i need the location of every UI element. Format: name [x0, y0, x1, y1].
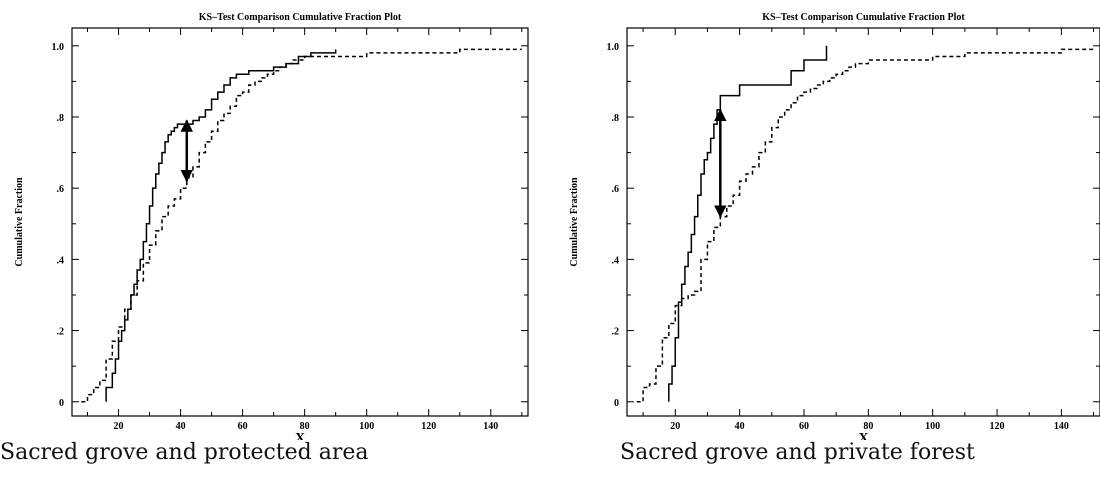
x-tick-label: 60 [238, 421, 248, 432]
plot-frame [71, 27, 529, 417]
x-tick-label: 20 [670, 421, 680, 432]
x-axis-label: X [858, 431, 868, 440]
ks-plot-right: KS–Test Comparison Cumulative Fraction P… [569, 12, 1100, 440]
x-tick-label: 80 [300, 421, 310, 432]
x-tick-label: 80 [863, 421, 873, 432]
y-tick-label: .8 [57, 113, 65, 124]
y-tick-label: .2 [612, 327, 620, 338]
y-axis-label: Cumulative Fraction [569, 177, 580, 267]
series-dashed-line [81, 48, 522, 403]
x-tick-label: 40 [735, 421, 745, 432]
x-tick-label: 60 [799, 421, 809, 432]
chart-title: KS–Test Comparison Cumulative Fraction P… [762, 12, 965, 23]
x-tick-label: 100 [359, 421, 374, 432]
series-solid-line [105, 49, 337, 402]
series-solid-line [668, 45, 828, 402]
x-tick-label: 20 [114, 421, 124, 432]
x-axis-label: X [295, 431, 305, 440]
x-tick-label: 100 [925, 421, 940, 432]
x-tick-label: 40 [176, 421, 186, 432]
caption-right: Sacred grove and private forest [620, 440, 975, 465]
y-tick-label: 1.0 [52, 42, 65, 53]
y-tick-label: .2 [57, 327, 65, 338]
y-tick-label: 0 [614, 398, 619, 409]
x-tick-label: 140 [1054, 421, 1069, 432]
plot-frame [626, 27, 1100, 417]
chart-panel-right: KS–Test Comparison Cumulative Fraction P… [555, 0, 1100, 498]
ks-plot-left: KS–Test Comparison Cumulative Fraction P… [14, 12, 529, 440]
series-dashed-line [636, 48, 1094, 403]
y-tick-label: .6 [57, 184, 65, 195]
x-tick-label: 120 [990, 421, 1005, 432]
y-tick-label: .4 [57, 255, 65, 266]
y-tick-label: .6 [612, 184, 620, 195]
y-tick-label: 1.0 [607, 42, 620, 53]
x-tick-label: 120 [421, 421, 436, 432]
caption-left: Sacred grove and protected area [0, 440, 369, 465]
y-tick-label: 0 [59, 398, 64, 409]
chart-title: KS–Test Comparison Cumulative Fraction P… [199, 12, 402, 23]
chart-panel-left: KS–Test Comparison Cumulative Fraction P… [0, 0, 545, 498]
y-tick-label: .8 [612, 113, 620, 124]
y-tick-label: .4 [612, 255, 620, 266]
x-tick-label: 140 [483, 421, 498, 432]
y-axis-label: Cumulative Fraction [14, 177, 25, 267]
